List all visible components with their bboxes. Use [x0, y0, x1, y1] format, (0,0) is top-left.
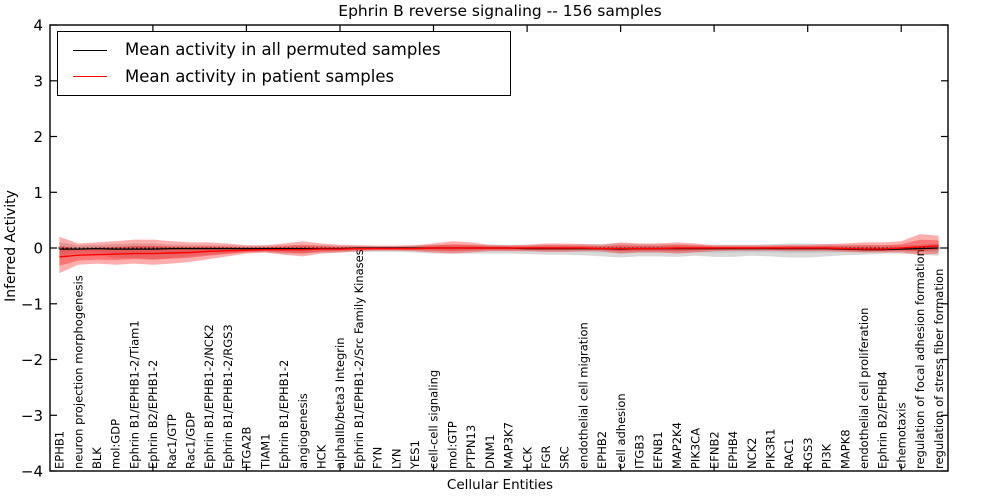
x-tick-label: PTPN13 [464, 425, 478, 469]
x-tick-label: LCK [520, 447, 534, 469]
legend-line-patient-icon [73, 76, 107, 78]
x-tick-label: SRC [558, 446, 572, 469]
legend-line-permuted-icon [73, 49, 107, 51]
x-tick-label: endothelial cell migration [576, 322, 590, 469]
x-tick-label: PIK3R1 [764, 429, 778, 470]
x-tick-label: PIK3CA [689, 428, 703, 469]
x-tick-label: Ephrin B2/EPHB1-2 [146, 360, 160, 469]
x-tick-label: Ephrin B1/EPHB1-2/Src Family Kinases [352, 249, 366, 469]
x-tick-label: HCK [315, 444, 329, 469]
x-tick-label: Rac1/GDP [184, 412, 198, 469]
x-tick-label: ITGA2B [240, 426, 254, 469]
x-tick-label: LYN [389, 448, 403, 469]
chart-title: Ephrin B reverse signaling -- 156 sample… [338, 2, 662, 20]
y-tick-label: −2 [21, 351, 43, 369]
y-tick-label: 2 [33, 128, 43, 146]
x-tick-label: MAP3K7 [502, 422, 516, 469]
x-tick-label: regulation of focal adhesion formation [913, 249, 927, 469]
x-tick-label: MAPK8 [838, 429, 852, 469]
x-tick-label: YES1 [408, 440, 422, 470]
patient-range-band [59, 234, 939, 274]
y-tick-label: −3 [21, 407, 43, 425]
x-tick-label: RAC1 [782, 438, 796, 469]
legend-item-patient: Mean activity in patient samples [58, 66, 510, 86]
x-tick-label: chemotaxis [894, 403, 908, 469]
x-tick-label: cell adhesion [614, 393, 628, 469]
x-tick-label: Ephrin B2/EPHB4 [876, 371, 890, 469]
legend-label-permuted: Mean activity in all permuted samples [125, 40, 441, 59]
permuted-range-band [59, 242, 939, 260]
x-tick-label: angiogenesis [296, 393, 310, 469]
y-tick-label: 3 [33, 72, 43, 90]
x-tick-label: DNM1 [483, 434, 497, 469]
x-tick-label: EFNB1 [651, 431, 665, 469]
x-tick-label: TIAM1 [258, 433, 272, 470]
x-tick-label: regulation of stress fiber formation [932, 269, 946, 469]
legend-label-patient: Mean activity in patient samples [125, 66, 395, 86]
x-tick-label: cell-cell signaling [427, 370, 441, 469]
patient-mean-line [59, 245, 939, 258]
x-tick-label: alphaIIb/beta3 Integrin [333, 337, 347, 469]
patient-range-inner-band [59, 239, 939, 266]
x-tick-label: mol:GDP [109, 419, 123, 469]
x-tick-label: Ephrin B1/EPHB1-2/Tiam1 [127, 320, 141, 469]
x-tick-label: endothelial cell proliferation [857, 308, 871, 469]
x-tick-label: mol:GTP [445, 421, 459, 469]
x-tick-label: Ephrin B1/EPHB1-2 [277, 360, 291, 469]
y-tick-label: −4 [21, 463, 43, 481]
legend: Mean activity in all permuted samples Me… [57, 31, 511, 96]
x-tick-label: neuron projection morphogenesis [71, 275, 85, 469]
x-tick-label: PI3K [820, 443, 834, 469]
x-tick-label: BLK [90, 447, 104, 469]
x-tick-label: FYN [371, 447, 385, 469]
x-tick-label: EFNB2 [707, 431, 721, 469]
x-tick-label: EPHB2 [595, 431, 609, 469]
y-tick-label: 1 [33, 184, 43, 202]
x-tick-label: Ephrin B1/EPHB1-2/RGS3 [221, 324, 235, 469]
legend-item-permuted: Mean activity in all permuted samples [58, 40, 510, 59]
y-tick-label: 0 [33, 240, 43, 258]
x-tick-label: MAP2K4 [670, 422, 684, 469]
y-tick-label: −1 [21, 295, 43, 313]
x-tick-label: FGR [539, 445, 553, 469]
x-tick-label: NCK2 [745, 438, 759, 470]
x-tick-label: EPHB1 [53, 431, 67, 469]
x-tick-label: Rac1/GTP [165, 414, 179, 469]
x-tick-label: ITGB3 [633, 434, 647, 469]
x-tick-label: EPHB4 [726, 431, 740, 469]
y-tick-label: 4 [33, 17, 43, 35]
x-axis-label: Cellular Entities [446, 477, 554, 493]
x-tick-label: Ephrin B1/EPHB1-2/NCK2 [202, 324, 216, 469]
x-tick-label: RGS3 [801, 437, 815, 469]
